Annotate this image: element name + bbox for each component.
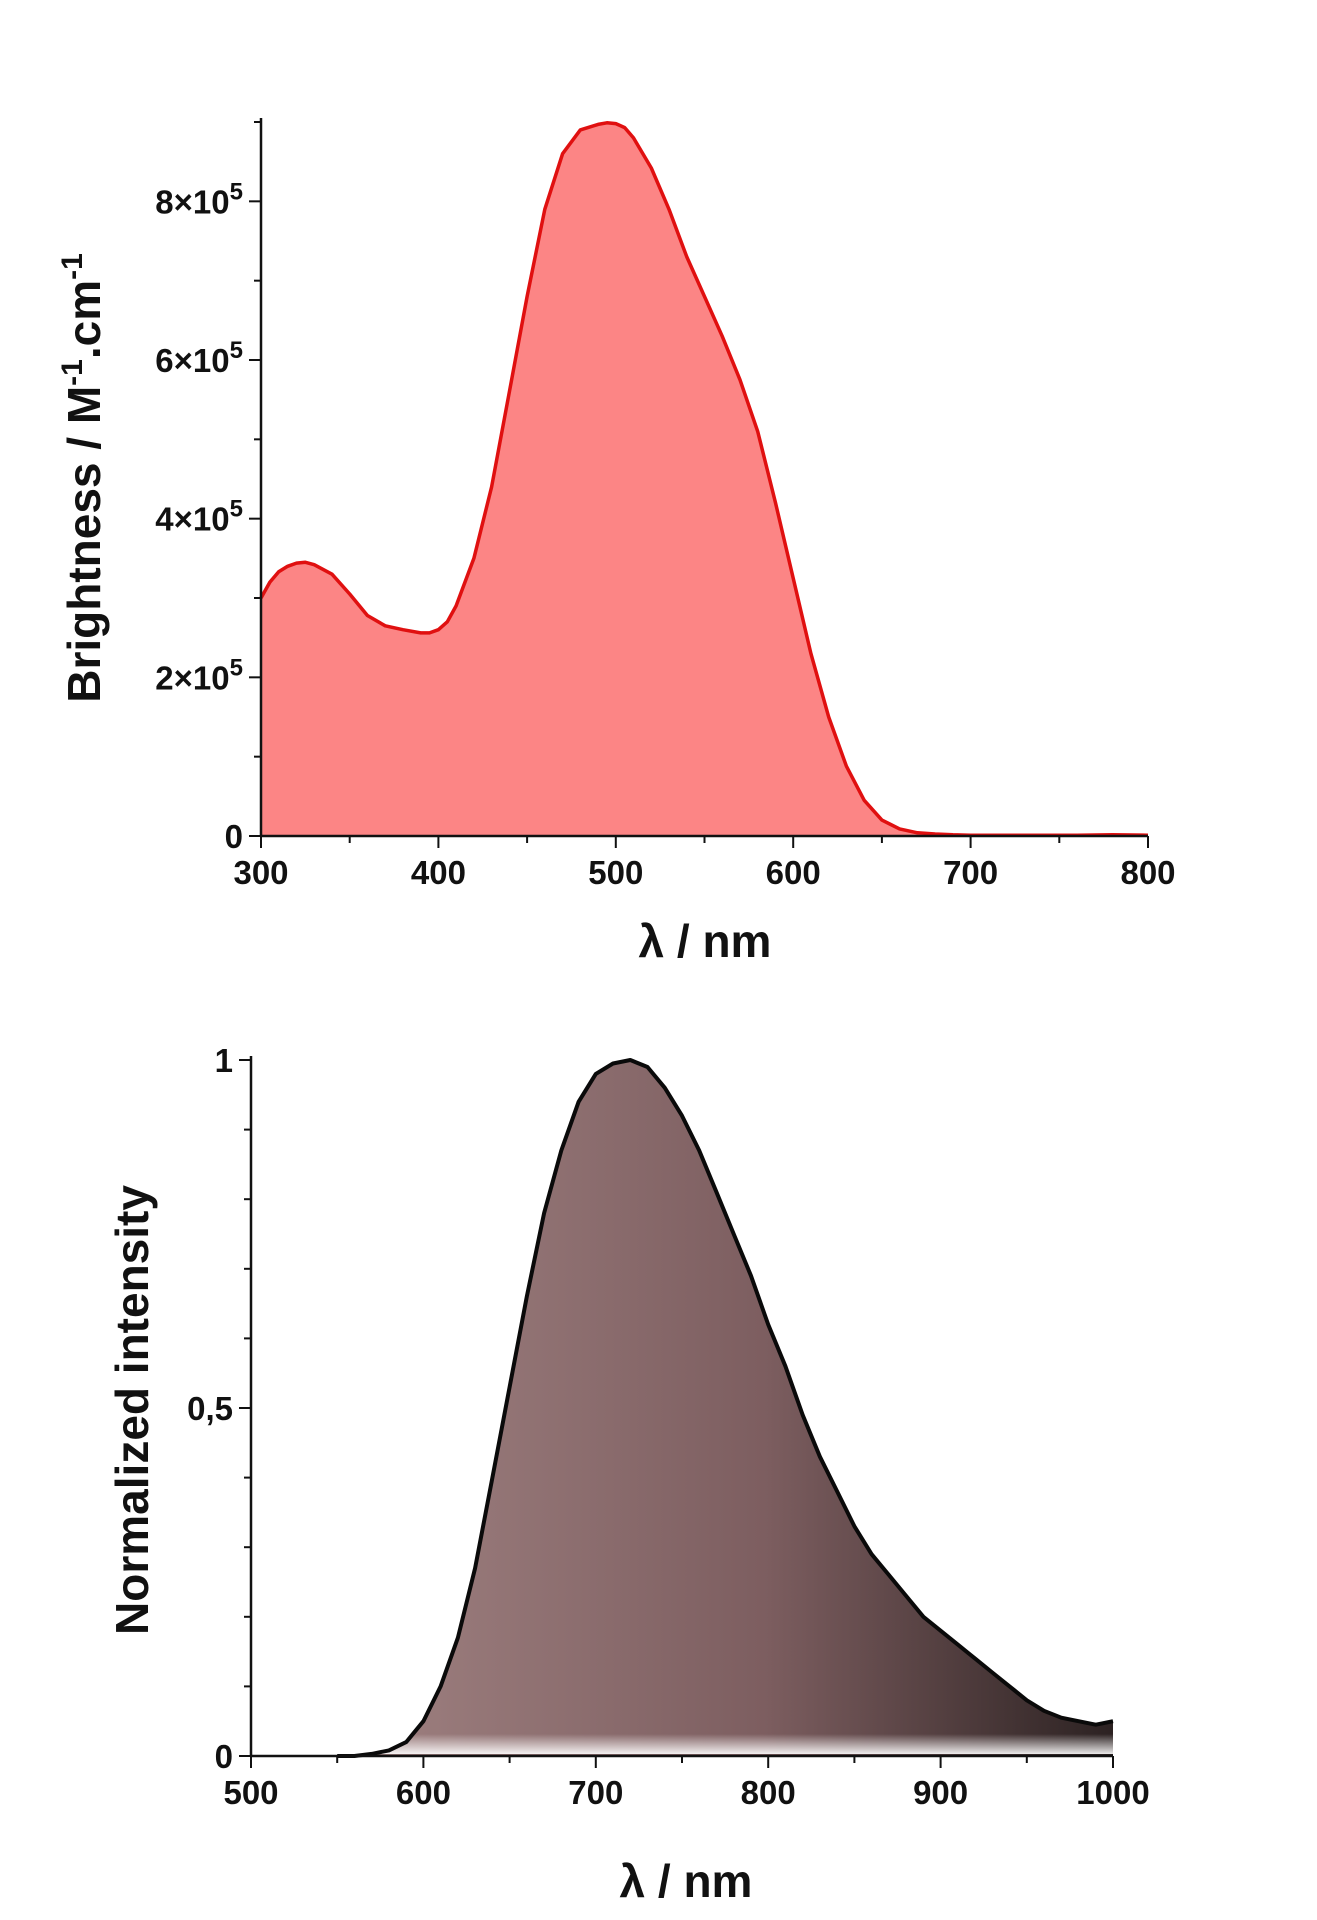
brightness-y-axis-title-main: Brightness / M — [58, 386, 110, 703]
brightness-x-tick-label: 800 — [1120, 854, 1175, 891]
brightness-x-tick-label: 400 — [411, 854, 466, 891]
emission-x-tick-label: 500 — [223, 1774, 278, 1811]
brightness-x-axis-title: λ / nm — [639, 915, 772, 967]
brightness-x-tick-label: 300 — [233, 854, 288, 891]
emission-y-axis-title: Normalized intensity — [106, 1185, 158, 1635]
emission-baseline-fade — [331, 1734, 1113, 1754]
brightness-y-axis-title: Brightness / M-1.cm-1 — [56, 253, 110, 703]
brightness-area-fill — [261, 122, 1148, 837]
emission-x-tick-label: 800 — [741, 1774, 796, 1811]
brightness-y-ticks: 0 2×105 4×105 6×105 8×105 — [155, 121, 261, 855]
brightness-y-tick-label: 8×105 — [155, 178, 243, 220]
emission-y-tick-label: 0,5 — [187, 1390, 233, 1427]
emission-area-fill — [337, 1060, 1113, 1756]
brightness-x-tick-label: 600 — [766, 854, 821, 891]
emission-y-ticks: 00,51 — [187, 1042, 251, 1775]
brightness-y-tick-label: 6×105 — [155, 337, 243, 379]
emission-spectrum-chart: 500 600 700 800 900 1000 00,51 λ / nm Normali… — [106, 1042, 1150, 1907]
brightness-y-axis-title-mid: .cm — [58, 280, 110, 359]
brightness-x-tick-label: 700 — [943, 854, 998, 891]
brightness-series-line — [259, 121, 1149, 837]
brightness-y-tick-label: 2×105 — [155, 654, 243, 696]
brightness-x-ticks: 300 400 500 600 700 800 — [233, 836, 1176, 891]
emission-x-tick-label: 700 — [568, 1774, 623, 1811]
brightness-y-tick-label: 0 — [225, 818, 243, 855]
emission-x-tick-label: 1000 — [1076, 1774, 1149, 1811]
emission-x-axis-title: λ / nm — [620, 1855, 753, 1907]
brightness-x-tick-label: 500 — [588, 854, 643, 891]
emission-y-tick-label: 1 — [215, 1042, 233, 1079]
brightness-y-axis-title-sup1: -1 — [56, 359, 89, 386]
emission-x-ticks: 500 600 700 800 900 1000 — [223, 1756, 1150, 1811]
emission-x-tick-label: 600 — [396, 1774, 451, 1811]
brightness-y-axis-title-sup2: -1 — [56, 253, 89, 280]
emission-x-tick-label: 900 — [913, 1774, 968, 1811]
emission-y-tick-label: 0 — [215, 1738, 233, 1775]
emission-series-line — [337, 1058, 1114, 1758]
brightness-spectrum-chart: 300 400 500 600 700 800 0 2×105 4×105 6×105 8×105… — [56, 118, 1176, 967]
brightness-y-tick-label: 4×105 — [155, 496, 243, 538]
